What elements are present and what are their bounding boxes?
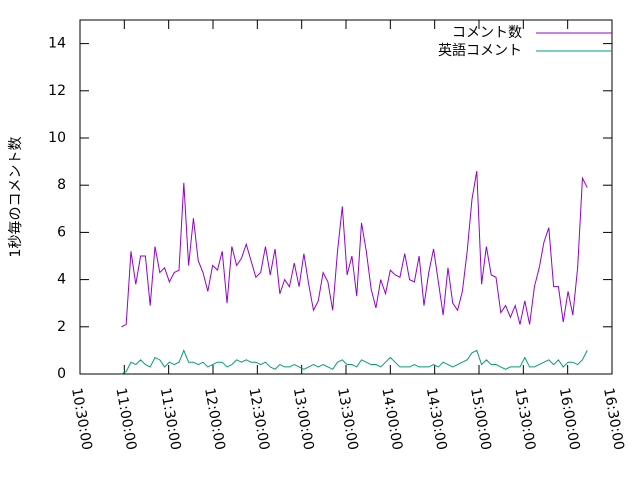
legend-label: 英語コメント xyxy=(438,42,522,59)
y-tick-label: 10 xyxy=(48,130,66,146)
x-tick-label: 12:30:00 xyxy=(245,387,272,452)
y-tick-label: 4 xyxy=(57,272,66,288)
series-line xyxy=(121,170,588,328)
y-tick-label: 0 xyxy=(57,366,66,382)
y-tick-label: 8 xyxy=(57,177,66,193)
y-tick-label: 12 xyxy=(48,83,66,99)
legend-label: コメント数 xyxy=(452,25,522,41)
x-tick-label: 11:00:00 xyxy=(112,387,139,452)
x-tick-label: 15:30:00 xyxy=(511,387,538,452)
series-line xyxy=(121,349,588,375)
y-tick-label: 6 xyxy=(57,224,66,240)
y-axis-label: 1秒毎のコメント数 xyxy=(8,137,24,258)
x-tick-label: 14:30:00 xyxy=(423,387,450,452)
x-tick-label: 15:00:00 xyxy=(467,387,494,452)
x-tick-label: 10:30:00 xyxy=(68,387,95,452)
x-tick-label: 16:30:00 xyxy=(600,387,627,452)
x-tick-label: 11:30:00 xyxy=(157,387,184,452)
y-tick-label: 2 xyxy=(57,319,66,335)
x-tick-label: 14:00:00 xyxy=(378,387,405,452)
x-tick-label: 12:00:00 xyxy=(201,387,228,452)
x-tick-label: 16:00:00 xyxy=(556,387,583,452)
y-tick-label: 14 xyxy=(48,36,66,52)
x-tick-label: 13:00:00 xyxy=(290,387,317,452)
x-tick-label: 13:30:00 xyxy=(334,387,361,452)
plot-border xyxy=(79,19,613,375)
